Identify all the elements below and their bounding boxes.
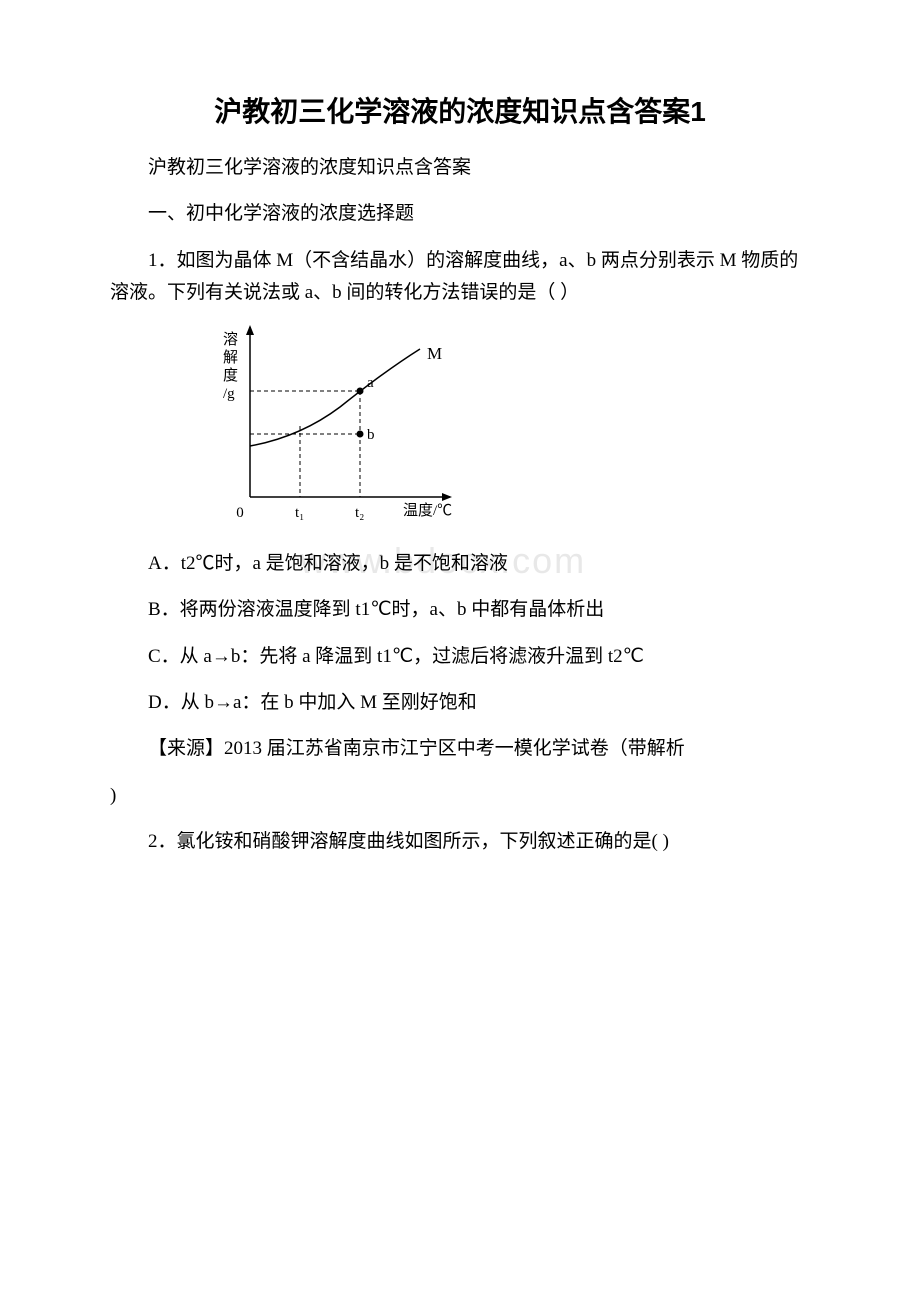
q1-source-line2: )	[110, 780, 810, 812]
subtitle: 沪教初三化学溶液的浓度知识点含答案	[110, 152, 810, 184]
svg-text:t₂: t₂	[355, 505, 364, 521]
q1-text: 1．如图为晶体 M（不含结晶水）的溶解度曲线，a、b 两点分别表示 M 物质的溶…	[110, 245, 810, 310]
svg-text:a: a	[367, 375, 374, 391]
svg-text:/g: /g	[223, 386, 235, 402]
q1-option-c: C．从 a→b：先将 a 降温到 t1℃，过滤后将滤液升温到 t2℃	[110, 641, 810, 673]
page-title: 沪教初三化学溶液的浓度知识点含答案1	[110, 90, 810, 130]
svg-text:解: 解	[223, 349, 238, 366]
q1-option-b: B．将两份溶液温度降到 t1℃时，a、b 中都有晶体析出	[110, 594, 810, 626]
svg-text:度: 度	[223, 367, 238, 384]
svg-text:0: 0	[236, 505, 244, 521]
svg-text:温度/℃: 温度/℃	[403, 502, 452, 519]
svg-text:b: b	[367, 427, 375, 443]
q2-text: 2．氯化铵和硝酸钾溶解度曲线如图所示，下列叙述正确的是( )	[110, 826, 810, 858]
svg-text:t₁: t₁	[295, 505, 304, 521]
q1-option-d: D．从 b→a：在 b 中加入 M 至刚好饱和	[110, 687, 810, 719]
q1-chart: 溶解度/g 0 t₁ t₂ 温度/℃ Ma b	[205, 319, 810, 534]
svg-text:溶: 溶	[223, 331, 238, 348]
section-heading: 一、初中化学溶液的浓度选择题	[110, 198, 810, 230]
q1-source-line1: 【来源】2013 届江苏省南京市江宁区中考一模化学试卷（带解析	[110, 733, 810, 765]
q1-option-a: A．t2℃时，a 是饱和溶液，b 是不饱和溶液	[110, 548, 810, 580]
svg-text:M: M	[427, 344, 442, 363]
solubility-chart-svg: 溶解度/g 0 t₁ t₂ 温度/℃ Ma b	[205, 319, 465, 534]
